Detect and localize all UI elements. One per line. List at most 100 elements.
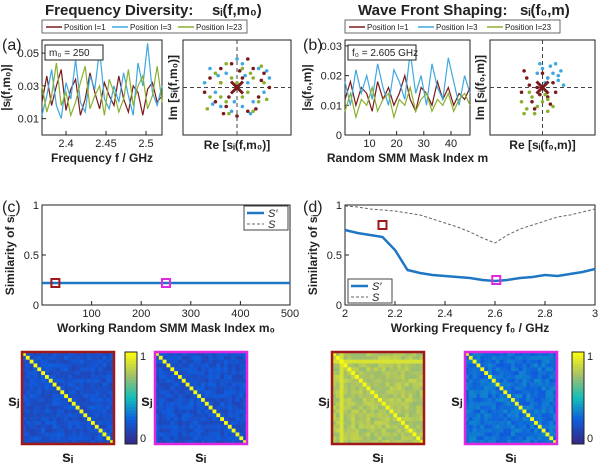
matrix-cell [514, 371, 519, 376]
matrix-cell [408, 375, 413, 380]
c-line-legend-item-1: S′ [268, 208, 278, 220]
matrix-cell [204, 386, 209, 391]
matrix-cell [537, 424, 542, 429]
matrix-cell [495, 386, 500, 391]
a-line-series-line-1 [41, 69, 163, 116]
matrix-cell [98, 409, 103, 414]
matrix-cell [476, 352, 481, 357]
matrix-cell [408, 386, 413, 391]
a-scatter-point [221, 111, 226, 116]
matrix-cell [22, 382, 27, 387]
matrix-cell [522, 398, 527, 403]
matrix-cell [397, 432, 402, 437]
matrix-cell [381, 405, 386, 410]
matrix-cell [185, 436, 190, 441]
colorbar-step [125, 364, 137, 368]
matrix-cell [355, 436, 360, 441]
matrix-cell [495, 394, 500, 399]
matrix-cell [52, 394, 57, 399]
matrix-cell [468, 367, 473, 372]
matrix-cell [514, 390, 519, 395]
matrix-cell [33, 386, 38, 391]
matrix-cell [208, 355, 213, 360]
matrix-cell [170, 436, 175, 441]
matrix-cell [472, 405, 477, 410]
matrix-cell [514, 417, 519, 422]
matrix-cell [362, 382, 367, 387]
matrix-cell [526, 378, 531, 383]
matrix-cell [518, 359, 523, 364]
matrix-cell [495, 371, 500, 376]
matrix-cell [332, 378, 337, 383]
matrix-cell [64, 378, 69, 383]
matrix-cell [216, 394, 221, 399]
matrix-cell [541, 401, 546, 406]
matrix-cell [102, 421, 107, 426]
matrix-cell [514, 401, 519, 406]
matrix-cell [468, 405, 473, 410]
matrix-cell [518, 432, 523, 437]
matrix-cell [83, 359, 88, 364]
matrix-cell [530, 355, 535, 360]
matrix-cell [235, 371, 240, 376]
matrix-cell [385, 359, 390, 364]
matrix-cell [94, 398, 99, 403]
matrix-cell [158, 359, 163, 364]
a-scatter-point [256, 66, 261, 71]
matrix-cell [343, 401, 348, 406]
matrix-cell [83, 432, 88, 437]
colorbar-step [125, 394, 137, 399]
matrix-cell [332, 390, 337, 395]
matrix-cell [201, 378, 206, 383]
matrix-cell [220, 382, 225, 387]
matrix-cell [33, 375, 38, 380]
matrix-cell [545, 413, 550, 418]
matrix-cell [389, 440, 394, 445]
matrix-cell [499, 378, 504, 383]
matrix-cell [174, 398, 179, 403]
matrix-cell [389, 424, 394, 429]
matrix-xlabel: sᵢ [195, 449, 206, 466]
matrix-cell [166, 398, 171, 403]
matrix-cell [87, 371, 92, 376]
matrix-cell [366, 401, 371, 406]
matrix-cell [204, 424, 209, 429]
matrix-cell [162, 398, 167, 403]
matrix-cell [397, 352, 402, 357]
matrix-cell [522, 401, 527, 406]
matrix-cell [507, 390, 512, 395]
matrix-cell [243, 352, 248, 357]
matrix-cell [355, 359, 360, 364]
matrix-cell [91, 413, 96, 418]
matrix-cell [472, 371, 477, 376]
colorbar-step [125, 401, 137, 405]
matrix-cell [178, 394, 183, 399]
matrix-cell [362, 352, 367, 357]
matrix-cell [170, 401, 175, 406]
matrix-cell [339, 386, 344, 391]
matrix-cell [68, 394, 73, 399]
matrix-cell [526, 398, 531, 403]
matrix-cell [420, 352, 425, 357]
matrix-cell [155, 398, 160, 403]
matrix-cell [549, 355, 554, 360]
matrix-cell [468, 413, 473, 418]
matrix-cell [355, 398, 360, 403]
matrix-cell [472, 390, 477, 395]
matrix-cell [204, 375, 209, 380]
matrix-cell [541, 371, 546, 376]
matrix-cell [549, 375, 554, 380]
matrix-cell [378, 367, 383, 372]
matrix-cell [216, 386, 221, 391]
matrix-cell [166, 413, 171, 418]
matrix-cell [181, 382, 186, 387]
matrix-cell [332, 440, 337, 445]
matrix-cell [41, 440, 46, 445]
matrix-cell [37, 398, 42, 403]
matrix-cell [358, 390, 363, 395]
matrix-cell [358, 398, 363, 403]
a-scatter-point [246, 90, 250, 95]
matrix-cell [468, 363, 473, 368]
matrix-cell [374, 401, 379, 406]
